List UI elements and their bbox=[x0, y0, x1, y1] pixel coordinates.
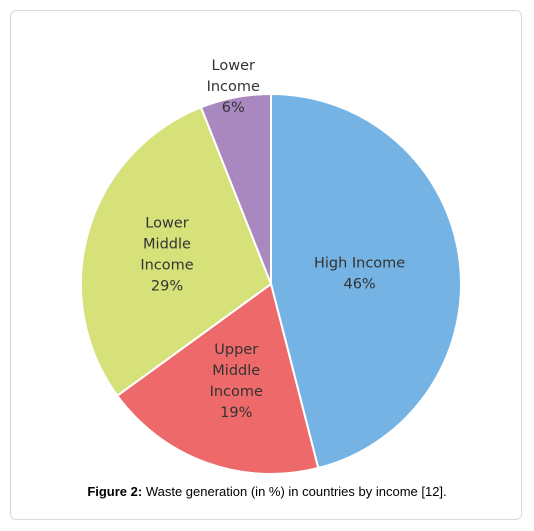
slice-label-high-income: High Income 46% bbox=[314, 255, 405, 292]
figure-caption: Figure 2: Waste generation (in %) in cou… bbox=[0, 484, 534, 499]
pie-slice-lower-middle-income bbox=[80, 106, 273, 398]
slice-label-lower-middle-income: Lower Middle Income 29% bbox=[140, 215, 193, 294]
slice-label-lower-income: Lower Income 6% bbox=[207, 58, 260, 116]
caption-prefix: Figure 2: bbox=[87, 484, 143, 499]
slice-label-upper-middle-income: Upper Middle Income 19% bbox=[210, 342, 263, 421]
pie-slice-upper-middle-income bbox=[115, 282, 320, 475]
pie-slice-lower-income bbox=[199, 92, 272, 285]
caption-text: Waste generation (in %) in countries by … bbox=[142, 484, 447, 499]
pie-chart: High Income 46% Upper Middle Income 19% Lower M… bbox=[80, 58, 462, 475]
pie-slice-high-income bbox=[270, 92, 462, 470]
